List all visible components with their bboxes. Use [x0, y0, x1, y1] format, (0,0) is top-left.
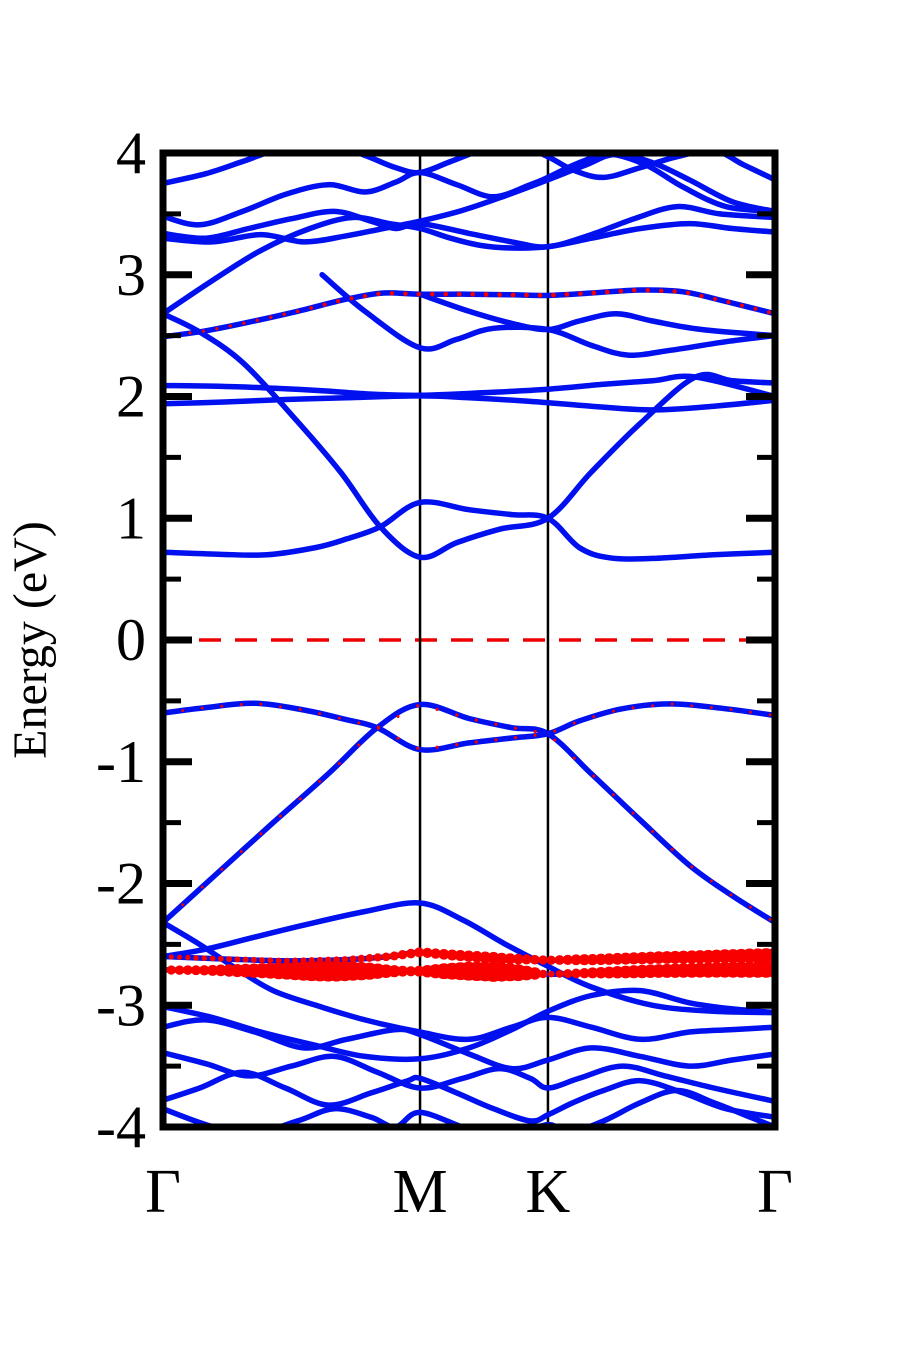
y-tick-label-1: 1: [116, 485, 146, 551]
fatband-dots-u6: [163, 287, 771, 339]
fatband-dots-l2: [163, 960, 775, 982]
band-c2: [163, 310, 775, 561]
band-c4: [163, 393, 775, 413]
fatband-dots-v2: [163, 704, 772, 924]
x-tick-label-0-Γ: Γ: [145, 1158, 181, 1226]
y-tick-label--4: -4: [96, 1094, 146, 1160]
band-l5: [163, 1017, 775, 1072]
x-tick-label-1-M: M: [392, 1158, 447, 1226]
band-l7: [163, 1069, 775, 1124]
band-u5: [163, 214, 775, 317]
band-c1: [163, 499, 775, 562]
x-tick-label-3-Γ: Γ: [757, 1158, 793, 1226]
band-u6: [163, 287, 775, 340]
y-tick-label--1: -1: [96, 729, 146, 795]
y-tick-label-2: 2: [116, 364, 146, 430]
band-c3: [163, 373, 775, 400]
band-l6: [163, 1049, 775, 1105]
fatband-dots: [163, 287, 775, 982]
y-tick-label--3: -3: [96, 972, 146, 1038]
band-u2: [163, 153, 775, 228]
band-l8: [163, 1087, 775, 1127]
y-tick-label--2: -2: [96, 851, 146, 917]
band-u3: [163, 203, 775, 250]
axes-frame: [159, 149, 779, 1131]
y-axis-title: Energy (eV): [4, 521, 57, 759]
band-u1: [163, 153, 775, 187]
fatband-dots-l1: [163, 947, 775, 966]
x-tick-label-2-K: K: [526, 1158, 571, 1226]
y-tick-label-4: 4: [116, 120, 146, 186]
band-l0: [163, 919, 775, 1043]
band-v1: [163, 700, 775, 753]
y-tick-label-0: 0: [116, 607, 146, 673]
band-l3: [163, 900, 775, 1016]
band-c6: [417, 291, 775, 339]
y-tick-label-3: 3: [116, 242, 146, 308]
band-v2: [163, 701, 775, 926]
band-l4: [163, 987, 775, 1063]
